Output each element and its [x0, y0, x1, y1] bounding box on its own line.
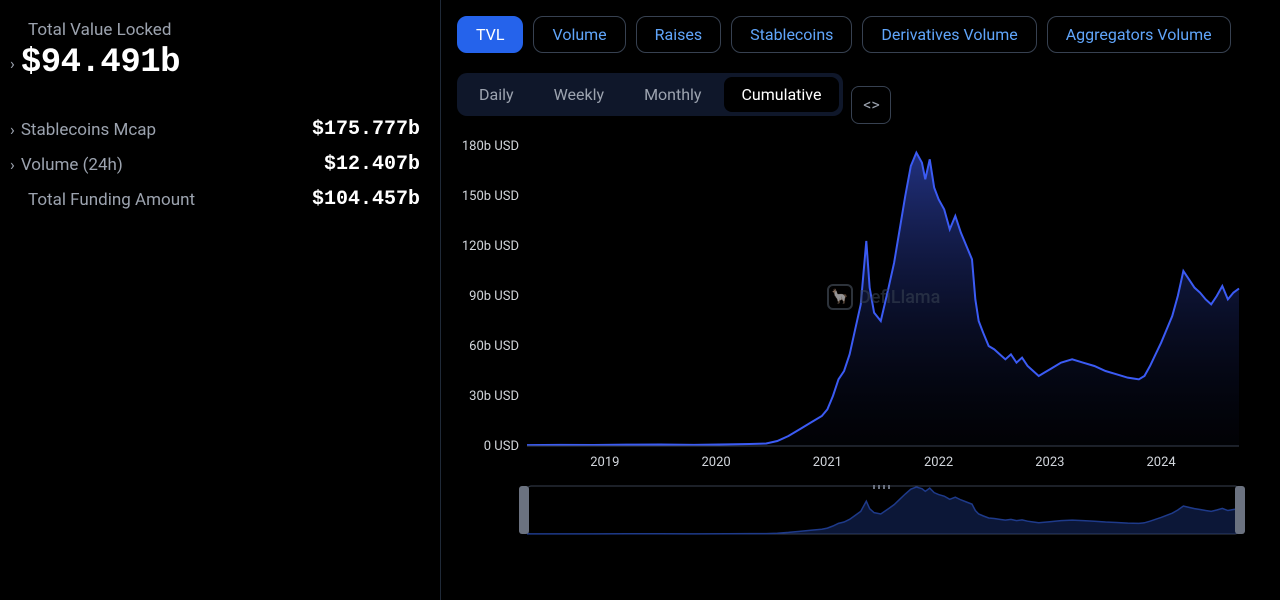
svg-text:30b USD: 30b USD: [469, 389, 519, 404]
tab-aggregators-volume[interactable]: Aggregators Volume: [1047, 16, 1231, 53]
svg-text:2023: 2023: [1035, 455, 1064, 470]
stats-sidebar: Total Value Locked › $94.491b › Stableco…: [0, 0, 440, 600]
period-daily[interactable]: Daily: [461, 77, 532, 112]
stat-label: › Volume (24h): [10, 155, 123, 175]
embed-code-button[interactable]: <>: [851, 86, 891, 124]
time-brush[interactable]: [457, 484, 1247, 540]
stat-row-funding: Total Funding Amount $104.457b: [10, 182, 420, 217]
svg-text:180b USD: 180b USD: [462, 139, 519, 154]
brush-handle-left[interactable]: [519, 486, 529, 534]
tab-stablecoins[interactable]: Stablecoins: [731, 16, 852, 53]
svg-text:90b USD: 90b USD: [469, 289, 519, 304]
stat-value: $104.457b: [312, 188, 420, 211]
svg-text:150b USD: 150b USD: [462, 189, 519, 204]
llama-icon: 🦙: [827, 284, 853, 310]
period-cumulative[interactable]: Cumulative: [724, 77, 840, 112]
tab-raises[interactable]: Raises: [636, 16, 721, 53]
brush-handle-right[interactable]: [1235, 486, 1245, 534]
period-tabs: DailyWeeklyMonthlyCumulative: [457, 73, 843, 116]
tab-derivatives-volume[interactable]: Derivatives Volume: [862, 16, 1036, 53]
chevron-right-icon: ›: [10, 155, 15, 174]
stat-label: › Stablecoins Mcap: [10, 120, 156, 140]
svg-text:2021: 2021: [813, 455, 842, 470]
stat-row-volume[interactable]: › Volume (24h) $12.407b: [10, 147, 420, 182]
period-monthly[interactable]: Monthly: [626, 77, 719, 112]
svg-text:120b USD: 120b USD: [462, 239, 519, 254]
stat-value: $175.777b: [312, 118, 420, 141]
tvl-value: $94.491b: [21, 44, 180, 82]
svg-text:2024: 2024: [1147, 455, 1177, 470]
tvl-chart[interactable]: 🦙 DefiLlama 0 USD 30b USD 60b USD 90b USD 12…: [457, 136, 1247, 476]
metric-tabs: TVL Volume Raises Stablecoins Derivatives Vo…: [457, 16, 1256, 53]
svg-text:2022: 2022: [924, 455, 953, 470]
svg-text:2020: 2020: [702, 455, 731, 470]
period-weekly[interactable]: Weekly: [536, 77, 623, 112]
stat-label: Total Funding Amount: [28, 190, 195, 210]
tvl-expand-row[interactable]: › $94.491b: [10, 44, 420, 82]
svg-text:2019: 2019: [590, 455, 619, 470]
svg-text:60b USD: 60b USD: [469, 339, 519, 354]
watermark: 🦙 DefiLlama: [827, 284, 940, 310]
tab-volume[interactable]: Volume: [533, 16, 625, 53]
main-panel: TVL Volume Raises Stablecoins Derivatives Vo…: [440, 0, 1280, 600]
chevron-right-icon: ›: [10, 54, 15, 73]
tab-tvl[interactable]: TVL: [457, 16, 523, 53]
stat-value: $12.407b: [324, 153, 420, 176]
chevron-right-icon: ›: [10, 120, 15, 139]
tvl-label: Total Value Locked: [28, 20, 420, 40]
svg-text:0 USD: 0 USD: [484, 439, 519, 454]
brush-svg: [457, 484, 1247, 540]
stat-row-stablecoins[interactable]: › Stablecoins Mcap $175.777b: [10, 112, 420, 147]
code-icon: <>: [863, 95, 880, 114]
